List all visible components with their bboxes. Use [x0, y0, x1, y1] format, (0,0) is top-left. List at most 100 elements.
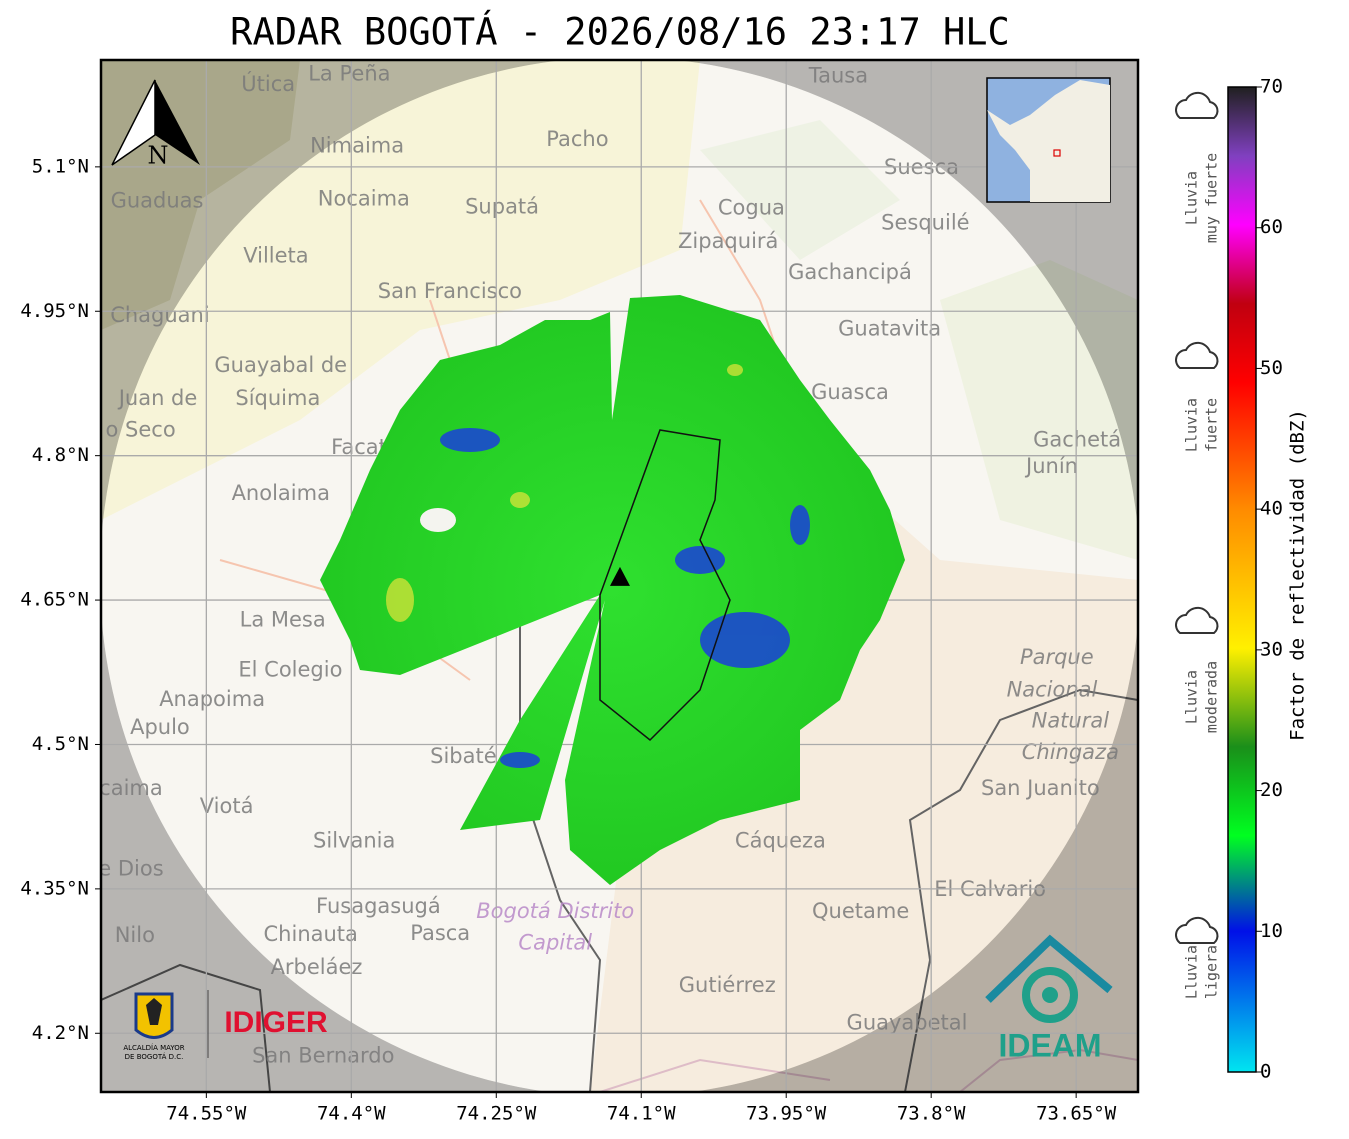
place-label: San Francisco	[378, 279, 522, 303]
protected-area-label: Chingaza	[1022, 740, 1119, 764]
district-label: Bogotá Distrito	[476, 899, 634, 923]
x-tick-label: 74.25°W	[456, 1103, 537, 1125]
y-tick-label: 4.8°N	[32, 444, 89, 466]
place-label: La Peña	[308, 61, 390, 85]
place-label: e Dios	[98, 857, 163, 881]
place-label: Pasca	[410, 921, 470, 945]
protected-area-label: Natural	[1032, 708, 1110, 732]
place-label: Útica	[241, 71, 295, 96]
place-label: San Juanito	[981, 776, 1100, 800]
protected-area-label: Parque	[1020, 645, 1094, 669]
legend-label: Lluvia	[1183, 171, 1201, 225]
place-label: Anolaima	[232, 481, 330, 505]
legend-label: ligera	[1203, 945, 1221, 999]
place-label: Apulo	[130, 715, 190, 739]
colorbar-ticks: 0 10 20 30 40 50 60 70	[1256, 76, 1283, 1083]
legend-label: muy fuerte	[1203, 153, 1221, 243]
place-label: Silvania	[313, 829, 395, 853]
alcaldia-line: ALCALDÍA MAYOR	[123, 1043, 184, 1052]
place-label: Gachetá	[1033, 427, 1121, 451]
legend-label: moderada	[1203, 661, 1221, 733]
place-label: Nilo	[115, 923, 155, 947]
place-label: Sibaté	[430, 744, 497, 768]
place-label: El Colegio	[238, 657, 342, 681]
grid	[101, 60, 1138, 1092]
district-label: Capital	[518, 931, 592, 955]
place-labels: Útica La Peña Tausa Pacho Nimaima Guaduas Noca…	[98, 61, 1121, 1067]
place-label: Villeta	[243, 243, 308, 267]
radar-site	[609, 566, 630, 586]
place-label: Gachancipá	[788, 260, 912, 284]
protected-area-label: Nacional	[1007, 678, 1098, 702]
y-tick-label: 4.2°N	[32, 1022, 89, 1044]
legend-label: Lluvia	[1183, 945, 1201, 999]
x-tick-label: 74.4°W	[317, 1103, 386, 1125]
north-label: N	[148, 142, 169, 170]
legend-label: Lluvia	[1183, 398, 1201, 452]
place-label: Supatá	[465, 194, 539, 218]
colorbar-tick-label: 60	[1260, 216, 1283, 238]
alcaldia-text: ALCALDÍA MAYOR DE BOGOTÁ D.C.	[123, 1043, 184, 1061]
place-label: San Bernardo	[252, 1043, 394, 1067]
legend-label: fuerte	[1203, 398, 1221, 452]
weather-icon	[1175, 341, 1219, 369]
place-label: Nimaima	[310, 134, 404, 158]
place-label: Guaduas	[111, 189, 204, 213]
x-tick-label: 73.8°W	[897, 1103, 966, 1125]
weather-icon	[1175, 606, 1219, 634]
place-label: Arbeláez	[271, 955, 363, 979]
place-label: Anapoima	[159, 687, 265, 711]
place-label: Fusagasugá	[316, 894, 441, 918]
place-label: Nocaima	[318, 187, 410, 211]
y-tick-label: 4.5°N	[32, 733, 89, 755]
map: Útica La Peña Tausa Pacho Nimaima Guaduas Noca…	[98, 60, 1138, 1092]
place-label: Cogua	[718, 195, 785, 219]
colorbar-tick-label: 70	[1260, 76, 1283, 98]
x-tick-label: 74.55°W	[166, 1103, 247, 1125]
alcaldia-logo: ALCALDÍA MAYOR DE BOGOTÁ D.C. IDIGER	[123, 990, 328, 1061]
place-label: o Seco	[106, 418, 176, 442]
colorbar-tick-label: 10	[1260, 920, 1283, 942]
place-label: Guatavita	[838, 317, 941, 341]
colorbar-tick-label: 20	[1260, 779, 1283, 801]
place-label: Chaguani	[110, 303, 210, 327]
x-tick-label: 73.95°W	[746, 1103, 827, 1125]
colorbar-tick-label: 40	[1260, 498, 1283, 520]
place-label: Síquima	[235, 386, 320, 410]
ideam-text: IDEAM	[998, 1027, 1101, 1063]
x-tick-label: 74.1°W	[607, 1103, 676, 1125]
place-label: caima	[99, 776, 163, 800]
place-label: Chinauta	[264, 922, 358, 946]
place-label: Guayabal de	[214, 353, 347, 377]
ideam-logo: IDEAM	[985, 934, 1113, 1063]
y-tick-label: 5.1°N	[32, 155, 89, 177]
y-tick-label: 4.35°N	[20, 877, 89, 899]
colorbar-tick-label: 0	[1260, 1061, 1271, 1083]
y-tick-label: 4.65°N	[20, 589, 89, 611]
place-label: Cáqueza	[735, 829, 826, 853]
place-label: Gutiérrez	[679, 973, 776, 997]
alcaldia-line: DE BOGOTÁ D.C.	[125, 1052, 184, 1061]
colorbar-tick-label: 50	[1260, 357, 1283, 379]
place-label: Viotá	[200, 794, 254, 818]
echo-moderate	[386, 364, 743, 622]
echo-strong	[440, 428, 810, 768]
axes: 74.55°W 74.4°W 74.25°W 74.1°W 73.95°W 73.8°W 7…	[20, 155, 1116, 1124]
place-label: Sesquilé	[881, 211, 969, 235]
colorbar-tick-label: 30	[1260, 638, 1283, 660]
legend-label: Lluvia	[1183, 670, 1201, 724]
inset-map	[986, 77, 1111, 203]
place-label: Tausa	[808, 63, 868, 87]
colorbar	[1227, 86, 1257, 1073]
north-arrow: N	[111, 79, 200, 170]
place-label: Guayabetal	[847, 1011, 968, 1035]
colorbar-label: Factor de reflectividad (dBZ)	[1287, 409, 1309, 741]
place-label: Quetame	[812, 899, 909, 923]
idiger-logo: IDIGER	[224, 1006, 328, 1039]
x-tick-label: 73.65°W	[1036, 1103, 1117, 1125]
weather-icon	[1175, 91, 1219, 119]
place-label: Junín	[1024, 454, 1078, 478]
map-frame	[99, 58, 1140, 1094]
